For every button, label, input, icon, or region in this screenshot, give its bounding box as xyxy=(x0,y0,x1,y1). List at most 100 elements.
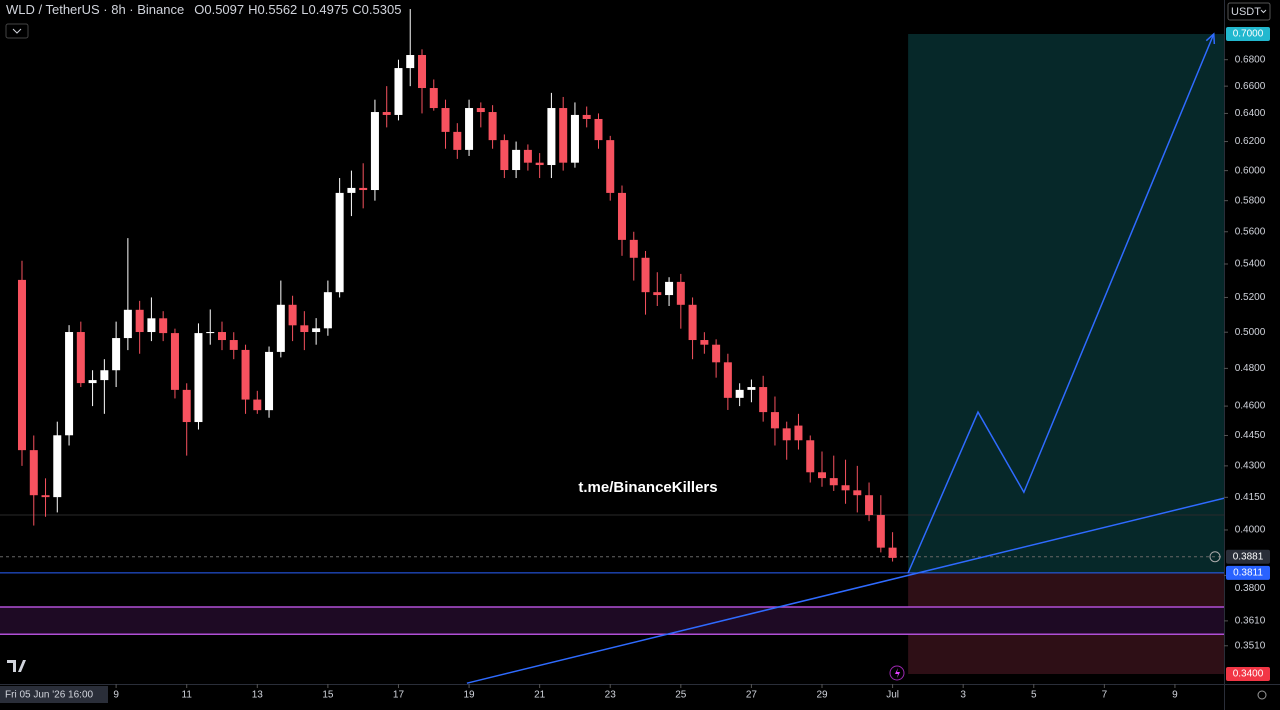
ohlc-value: 0.5305 xyxy=(362,2,402,17)
add-alert-button[interactable] xyxy=(1209,551,1221,563)
candle-body xyxy=(382,112,391,115)
candle-body xyxy=(300,325,309,333)
candle-body xyxy=(241,349,250,400)
candle-body xyxy=(123,309,132,339)
candle-body xyxy=(370,112,379,191)
candle-body xyxy=(406,55,415,69)
projection-path xyxy=(907,33,1215,574)
candle-body xyxy=(653,292,662,296)
lightning-icon xyxy=(895,668,900,678)
candle-body xyxy=(818,472,826,479)
candle-body xyxy=(559,108,568,163)
x-tick-label: 25 xyxy=(675,690,687,701)
candle-body xyxy=(806,440,815,473)
candle-body xyxy=(265,351,274,411)
symbol: WLD / TetherUS · 8h · Binance xyxy=(6,2,184,17)
x-tick-label: 3 xyxy=(960,690,966,701)
candle-body xyxy=(512,149,521,171)
y-tick-label: 0.5400 xyxy=(1235,259,1266,270)
collapse-button[interactable] xyxy=(5,23,29,39)
x-tick-label: 17 xyxy=(393,690,405,701)
candle-body xyxy=(570,114,579,163)
x-tick-label: 13 xyxy=(252,690,264,701)
y-tick-label: 0.5200 xyxy=(1235,292,1266,303)
candle-body xyxy=(88,380,97,384)
price-badge xyxy=(1226,667,1270,681)
currency-dropdown[interactable] xyxy=(1227,2,1271,21)
candle-body xyxy=(488,112,497,141)
y-tick-label: 0.3800 xyxy=(1235,583,1266,594)
candle-body xyxy=(29,450,38,496)
x-tick-label: 9 xyxy=(1172,690,1178,701)
price-badge-label: 0.7000 xyxy=(1233,29,1264,40)
candle-body xyxy=(617,192,626,240)
candle-body xyxy=(865,495,874,516)
candle-body xyxy=(312,328,321,333)
chevron-icon xyxy=(12,28,22,34)
y-tick-label: 0.6200 xyxy=(1235,136,1266,147)
candle-body xyxy=(676,281,685,305)
candle-body xyxy=(253,399,262,411)
ohlc: O0.5097 H0.5562 L0.4975 C0.5305 xyxy=(194,2,401,17)
candle-body xyxy=(629,239,638,258)
candle-body xyxy=(535,162,544,166)
x-tick-label: 29 xyxy=(816,690,828,701)
candle-body xyxy=(770,412,779,429)
candle-body xyxy=(665,281,674,296)
candle-body xyxy=(453,131,462,150)
alert-icon[interactable] xyxy=(889,665,905,681)
logo xyxy=(7,660,26,672)
candle-body xyxy=(465,108,474,150)
candle-body xyxy=(441,108,450,132)
y-tick-label: 0.4600 xyxy=(1235,401,1266,412)
zone-fill xyxy=(0,607,1224,635)
candle-body xyxy=(723,362,732,398)
trendline xyxy=(466,497,1224,684)
candle-body xyxy=(700,340,709,345)
candle-body xyxy=(829,478,838,486)
arrowhead xyxy=(1205,32,1216,45)
candle-body xyxy=(841,485,850,491)
y-tick-label: 0.5800 xyxy=(1235,195,1266,206)
candle-body xyxy=(182,389,191,423)
candle-body xyxy=(347,187,356,193)
y-tick-label: 0.6600 xyxy=(1235,81,1266,92)
candle-body xyxy=(41,495,50,498)
candle-body xyxy=(194,333,203,423)
price-badge-label: 0.3811 xyxy=(1233,568,1263,579)
candle-body xyxy=(523,149,532,163)
x-tick-label: 9 xyxy=(113,690,119,701)
candle-body xyxy=(782,428,791,441)
candle-body xyxy=(76,332,85,384)
candle-body xyxy=(218,332,226,341)
candle-body xyxy=(394,68,403,115)
price-badge xyxy=(1226,27,1270,41)
candle-body xyxy=(547,108,556,166)
plot-area xyxy=(0,9,1224,684)
candle-body xyxy=(17,279,26,451)
candle-body xyxy=(323,292,332,329)
candle-body xyxy=(594,118,603,141)
candle-body xyxy=(170,333,179,390)
candle-body xyxy=(582,114,591,119)
candle-body xyxy=(135,309,144,333)
ohlc-label: C xyxy=(352,2,361,17)
settings-icon[interactable] xyxy=(1257,690,1267,700)
y-tick-label: 0.5000 xyxy=(1235,327,1266,338)
cursor-label: Fri 05 Jun '26 16:00 xyxy=(5,690,94,701)
ohlc-value: 0.5097 xyxy=(204,2,244,17)
y-tick-label: 0.3610 xyxy=(1235,616,1266,627)
candle-body xyxy=(100,370,109,381)
ohlc-label: O xyxy=(194,2,204,17)
x-tick-label: 11 xyxy=(182,690,193,701)
cursor-label-box xyxy=(0,686,108,703)
ohlc-label: L xyxy=(301,2,308,17)
y-tick-label: 0.6400 xyxy=(1235,108,1266,119)
x-tick-label: 15 xyxy=(322,690,334,701)
candle-body xyxy=(794,425,803,441)
candle-body xyxy=(418,55,427,89)
candle-body xyxy=(112,338,121,371)
